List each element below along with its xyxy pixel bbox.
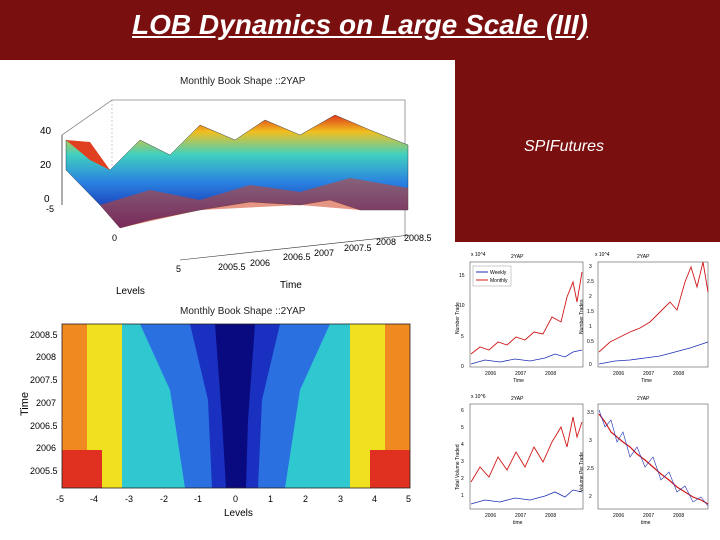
contour-ytick: 2008.5: [30, 330, 58, 340]
chart-title: 2YAP: [511, 254, 524, 260]
contour-ytick: 2006.5: [30, 421, 58, 431]
chart-xlabel: Time: [641, 378, 652, 384]
chart-ytick: 3: [589, 264, 592, 270]
chart-xtick: 2007: [643, 513, 654, 519]
chart-xlabel: time: [513, 520, 523, 526]
contour-ytick: 2006: [36, 443, 56, 453]
contour-ytick: 2008: [36, 352, 56, 362]
chart-ytick: 3.5: [587, 410, 594, 416]
chart-scale: x 10^6: [471, 394, 486, 400]
small-chart-4: 2YAP 3.5 3 2.5 2 2006 2007 2008 time Vol…: [579, 396, 709, 526]
small-chart-3: x 10^6 2YAP 6 5 4 3 2 1 2006 2007 2008 t…: [455, 394, 584, 526]
contour-xtick: 4: [372, 494, 377, 504]
chart-ytick: 4: [461, 442, 464, 448]
chart-ytick: 10: [459, 303, 465, 309]
z-tick: 20: [40, 160, 52, 171]
contour-xtick: 5: [406, 494, 411, 504]
chart-ylabel: Number Trade: [455, 302, 461, 334]
z-tick: 40: [40, 126, 52, 137]
chart-xtick: 2006: [613, 371, 624, 377]
chart-xtick: 2007: [515, 371, 526, 377]
chart-ytick: 1: [461, 493, 464, 499]
chart-ytick: 2: [461, 476, 464, 482]
surface-plot: Monthly Book Shape ::2YAP 40 20 0 -5 0 5…: [40, 76, 432, 297]
surface-ylabel: Time: [280, 280, 302, 291]
chart-xlabel: Time: [513, 378, 524, 384]
contour-xlabel: Levels: [224, 508, 253, 519]
contour-plot: Monthly Book Shape ::2YAP 2008.5 2008 20…: [19, 306, 411, 519]
chart-ytick: 0: [589, 362, 592, 368]
chart-xtick: 2008: [673, 371, 684, 377]
small-chart-1: x 10^4 2YAP Weekly Monthly 15 10 5 0 200…: [455, 252, 584, 384]
contour-xtick: 3: [338, 494, 343, 504]
chart-scale: x 10^4: [471, 252, 486, 258]
chart-xtick: 2008: [673, 513, 684, 519]
chart-xlabel: time: [641, 520, 651, 526]
contour-xtick: 1: [268, 494, 273, 504]
contour-ytick: 2007: [36, 398, 56, 408]
chart-ytick: 5: [461, 425, 464, 431]
contour-xtick: -3: [125, 494, 133, 504]
contour-xtick: -4: [90, 494, 98, 504]
chart-ytick: 5: [461, 334, 464, 340]
chart-xtick: 2006: [613, 513, 624, 519]
time-tick: 2007.5: [344, 243, 372, 253]
chart-ytick: 6: [461, 408, 464, 414]
contour-xtick: -5: [56, 494, 64, 504]
chart-title: 2YAP: [637, 396, 650, 402]
chart-xtick: 2006: [485, 371, 496, 377]
contour-ylabel: Time: [19, 392, 31, 416]
chart-ytick: 3: [461, 459, 464, 465]
chart-ytick: 15: [459, 273, 465, 279]
legend-entry: Weekly: [490, 270, 507, 276]
level-tick: 0: [112, 233, 117, 243]
time-tick: 2008: [376, 237, 396, 247]
time-tick: 2006.5: [283, 252, 311, 262]
chart-ytick: 0.5: [587, 339, 594, 345]
chart-ytick: 2: [589, 294, 592, 300]
chart-title: 2YAP: [511, 396, 524, 402]
small-charts: x 10^4 2YAP Weekly Monthly 15 10 5 0 200…: [455, 252, 709, 526]
chart-xtick: 2007: [515, 513, 526, 519]
legend-entry: Monthly: [490, 278, 508, 284]
contour-xtick: -1: [194, 494, 202, 504]
chart-ytick: 2.5: [587, 466, 594, 472]
contour-xtick: 2: [303, 494, 308, 504]
chart-ylabel: Number Trades: [579, 299, 585, 334]
contour-xtick: 0: [233, 494, 238, 504]
chart-xtick: 2008: [545, 371, 556, 377]
instrument-label: SPIFutures: [524, 138, 605, 155]
chart-scale: x 10^4: [595, 252, 610, 258]
contour-ytick: 2005.5: [30, 466, 58, 476]
chart-xtick: 2006: [485, 513, 496, 519]
figure-panel-right: [455, 242, 720, 540]
chart-ytick: 2.5: [587, 279, 594, 285]
level-tick: 5: [176, 264, 181, 274]
time-tick: 2005.5: [218, 262, 246, 272]
time-tick: 2006: [250, 258, 270, 268]
time-tick: 2008.5: [404, 233, 432, 243]
chart-ylabel: Total Volume Traded: [455, 444, 461, 490]
level-tick: -5: [46, 204, 54, 214]
contour-title: Monthly Book Shape ::2YAP: [180, 306, 306, 317]
chart-xtick: 2008: [545, 513, 556, 519]
z-tick: 0: [44, 194, 50, 205]
contour-field: [62, 324, 410, 488]
chart-ytick: 1.5: [587, 309, 594, 315]
chart-ytick: 2: [589, 494, 592, 500]
chart-title: 2YAP: [637, 254, 650, 260]
small-chart-2: x 10^4 2YAP 3 2.5 2 1.5 1 0.5 0 2006 200…: [579, 252, 709, 384]
chart-ytick: 3: [589, 438, 592, 444]
chart-xtick: 2007: [643, 371, 654, 377]
chart-ylabel: Volume Per Trade: [579, 452, 585, 492]
chart-ytick: 1: [589, 324, 592, 330]
slide-title: LOB Dynamics on Large Scale (III): [132, 9, 588, 40]
contour-xtick: -2: [160, 494, 168, 504]
surface-xlabel: Levels: [116, 286, 145, 297]
time-tick: 2007: [314, 248, 334, 258]
contour-ytick: 2007.5: [30, 375, 58, 385]
surface-title: Monthly Book Shape ::2YAP: [180, 76, 306, 87]
chart-ytick: 0: [461, 364, 464, 370]
